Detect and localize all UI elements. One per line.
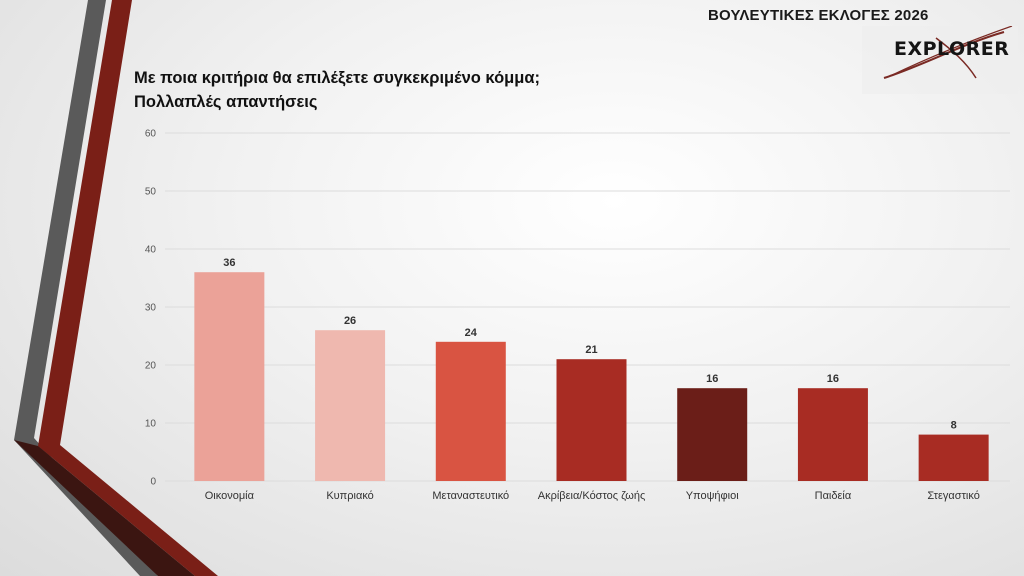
data-label: 36 bbox=[223, 257, 235, 269]
x-tick-label: Κυπριακό bbox=[326, 490, 374, 502]
y-tick-label: 10 bbox=[145, 419, 157, 430]
y-tick-label: 30 bbox=[145, 303, 157, 314]
x-tick-label: Ακρίβεια/Κόστος ζωής bbox=[538, 490, 646, 502]
x-tick-label: Παιδεία bbox=[815, 490, 852, 502]
question-line-1: Με ποια κριτήρια θα επιλέξετε συγκεκριμέ… bbox=[134, 69, 540, 87]
bar bbox=[435, 341, 506, 481]
x-tick-label: Μεταναστευτικό bbox=[432, 490, 509, 502]
y-tick-label: 0 bbox=[150, 477, 156, 488]
x-tick-label: Στεγαστικό bbox=[927, 490, 979, 502]
y-tick-label: 20 bbox=[145, 361, 157, 372]
bar bbox=[315, 330, 386, 481]
bar bbox=[194, 272, 265, 481]
bar bbox=[918, 434, 989, 481]
dark-stripe bbox=[14, 440, 195, 576]
y-tick-label: 60 bbox=[145, 129, 157, 140]
logo-swoosh-icon bbox=[883, 26, 1013, 79]
bar bbox=[677, 388, 748, 481]
x-tick-label: Υποψήφιοι bbox=[686, 490, 740, 502]
bar bbox=[556, 359, 627, 481]
data-label: 16 bbox=[827, 373, 839, 385]
gray-stripe bbox=[14, 0, 158, 576]
header-title: ΒΟΥΛΕΥΤΙΚΕΣ ΕΚΛΟΓΕΣ 2026 bbox=[708, 7, 929, 24]
data-label: 8 bbox=[951, 420, 957, 432]
bar bbox=[797, 388, 868, 481]
red-stripe bbox=[38, 0, 218, 576]
data-label: 21 bbox=[585, 344, 597, 356]
chart-title: Με ποια κριτήρια θα επιλέξετε συγκεκριμέ… bbox=[134, 66, 540, 114]
data-label: 24 bbox=[465, 327, 478, 339]
y-tick-label: 50 bbox=[145, 187, 157, 198]
question-line-2: Πολλαπλές απαντήσεις bbox=[134, 93, 318, 111]
data-label: 16 bbox=[706, 373, 718, 385]
data-label: 26 bbox=[344, 315, 356, 327]
explorer-logo bbox=[862, 26, 1018, 94]
logo-text: EXPLORER bbox=[894, 38, 1010, 60]
x-tick-label: Οικονομία bbox=[205, 490, 255, 502]
y-tick-label: 40 bbox=[145, 245, 157, 256]
